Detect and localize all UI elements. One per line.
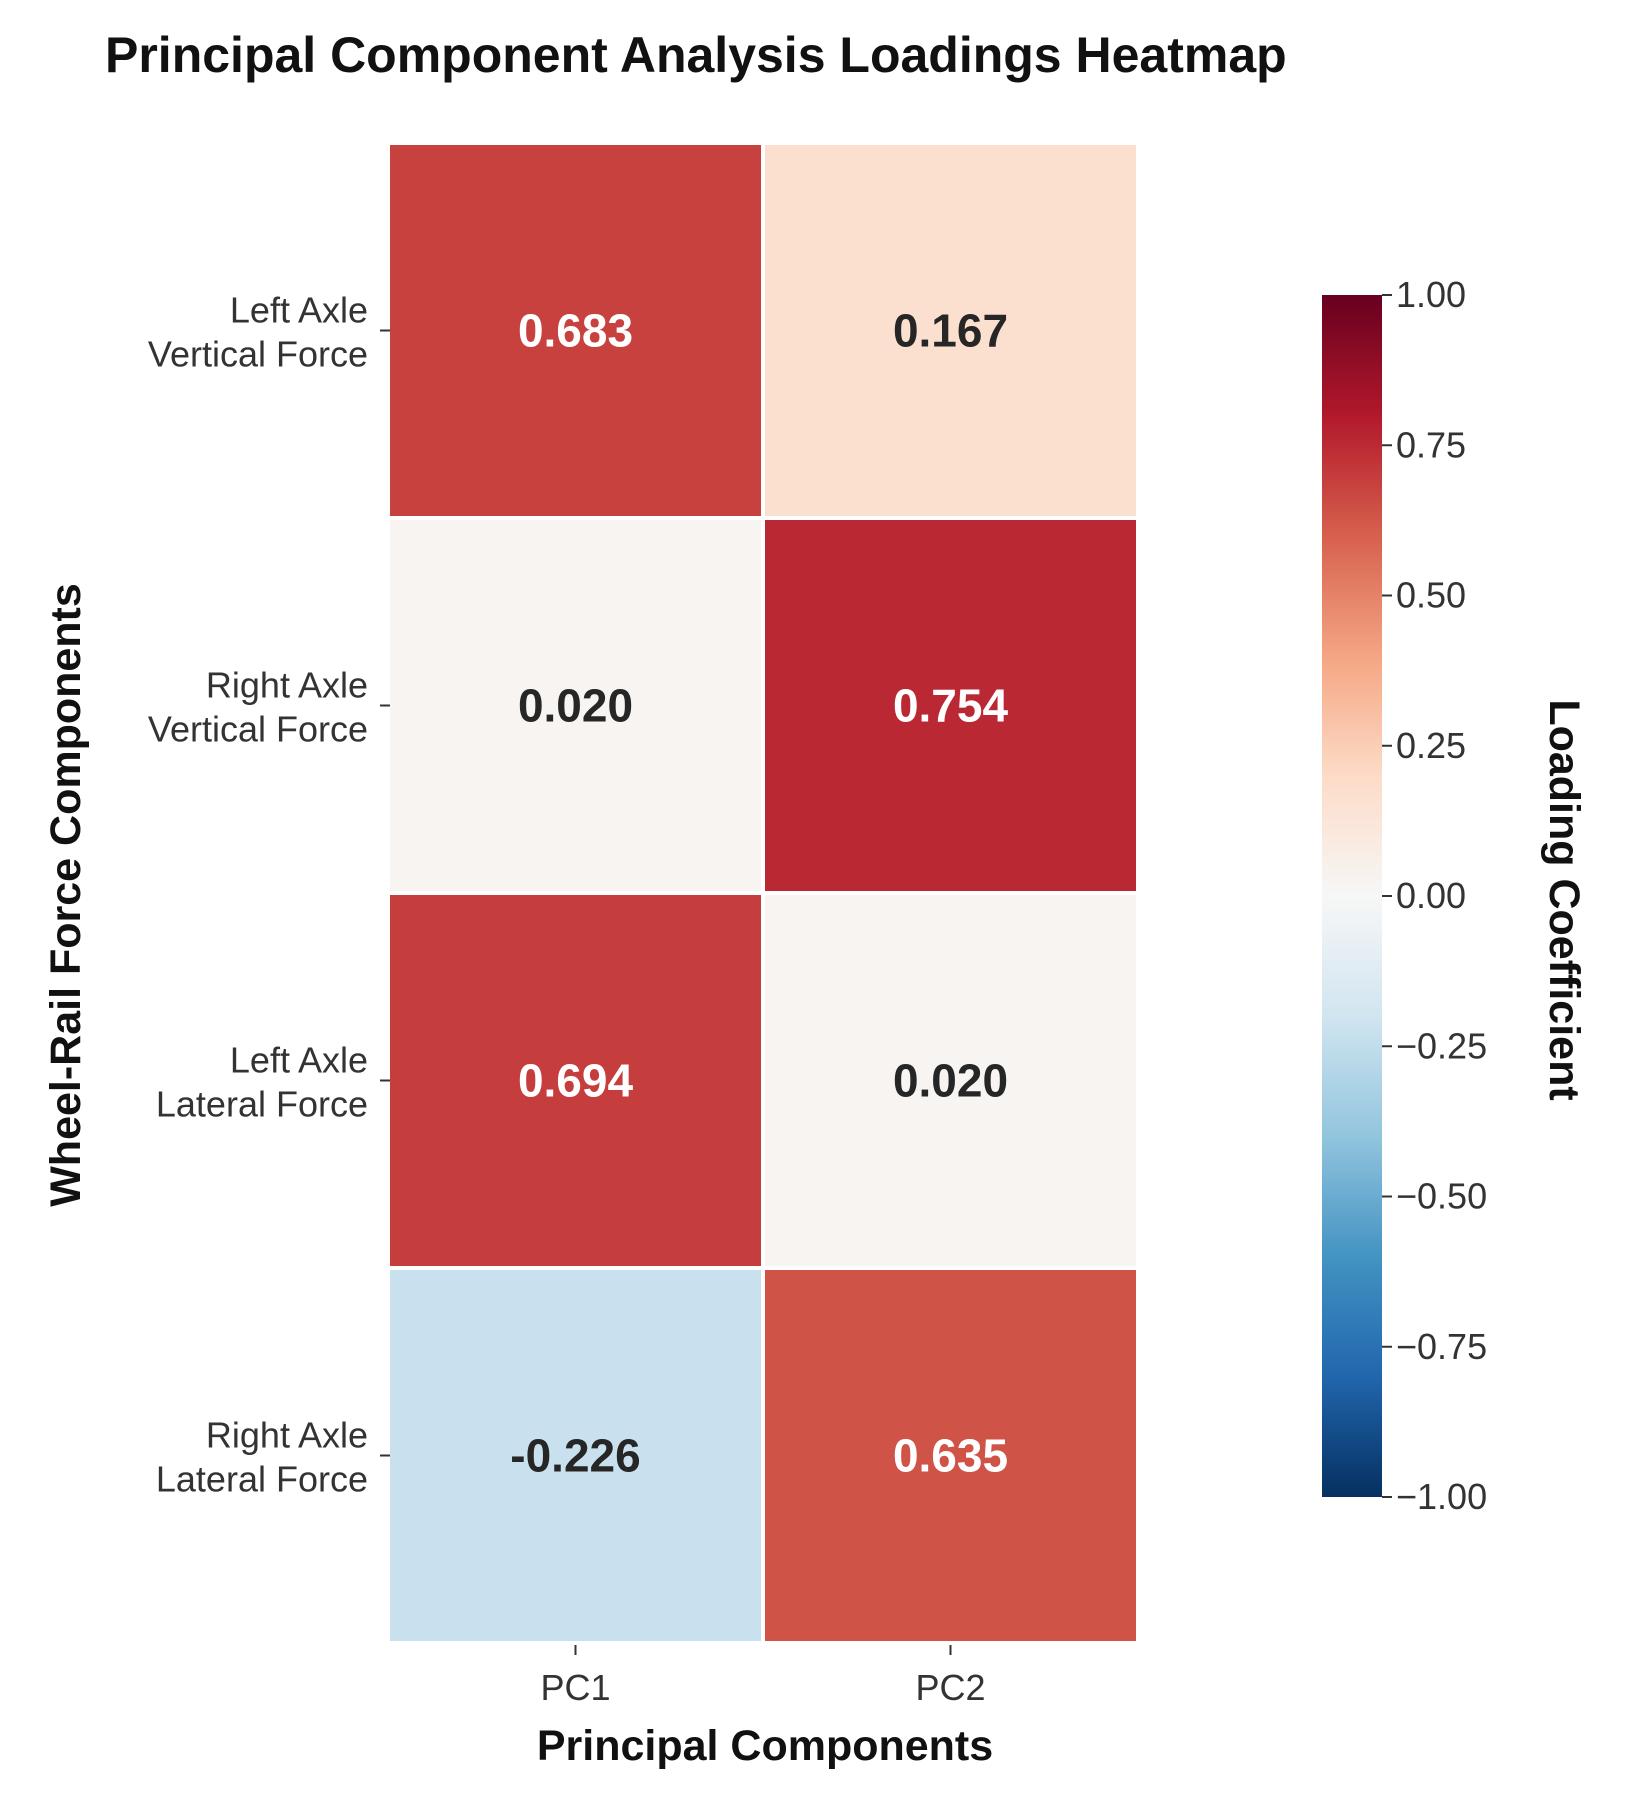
x-axis-title: Principal Components xyxy=(537,1722,993,1770)
colorbar-tick-label: 1.00 xyxy=(1396,274,1466,315)
cell-value-label: 0.020 xyxy=(893,1055,1008,1107)
heatmap-cell xyxy=(390,520,761,891)
heatmap-cell xyxy=(765,895,1136,1266)
cell-value-label: -0.226 xyxy=(510,1430,640,1482)
heatmap-cell xyxy=(390,145,761,516)
colorbar-ticks: 1.00 0.75 0.50 0.25 0.00 −0.25 −0.50 −0.75 −1.00 xyxy=(1382,274,1487,1517)
heatmap-cell xyxy=(390,895,761,1266)
x-tick-label: PC1 xyxy=(540,1667,610,1708)
y-axis-ticks: Left Axle Vertical Force Right Axle Vertica… xyxy=(148,290,390,1500)
colorbar xyxy=(1322,295,1382,1497)
colorbar-tick-label: 0.75 xyxy=(1396,424,1466,465)
y-tick-label: Left Axle Lateral Force xyxy=(156,1040,368,1125)
x-tick-label: PC2 xyxy=(915,1667,985,1708)
x-axis-ticks: PC1 PC2 xyxy=(540,1645,986,1708)
colorbar-tick-label: −0.75 xyxy=(1396,1326,1487,1367)
colorbar-tick-label: −0.25 xyxy=(1396,1025,1487,1066)
y-tick-label: Left Axle Vertical Force xyxy=(148,290,368,375)
cell-value-label: 0.754 xyxy=(893,680,1009,732)
colorbar-tick-label: −1.00 xyxy=(1396,1476,1487,1517)
heatmap-cell xyxy=(765,520,1136,891)
chart-title: Principal Component Analysis Loadings He… xyxy=(105,27,1287,83)
colorbar-tick-label: 0.50 xyxy=(1396,575,1466,616)
heatmap-cell-labels: 0.683 0.167 0.020 0.754 0.694 0.020 -0.226 0.63… xyxy=(510,305,1008,1482)
cell-value-label: 0.635 xyxy=(893,1430,1008,1482)
colorbar-tick-label: 0.25 xyxy=(1396,725,1466,766)
y-tick-label: Right Axle Lateral Force xyxy=(156,1415,368,1500)
heatmap-cell xyxy=(390,1270,761,1641)
heatmap-cell xyxy=(765,1270,1136,1641)
cell-value-label: 0.694 xyxy=(518,1055,634,1107)
cell-value-label: 0.020 xyxy=(518,680,633,732)
cell-value-label: 0.167 xyxy=(893,305,1008,357)
heatmap-cell xyxy=(765,145,1136,516)
cell-value-label: 0.683 xyxy=(518,305,633,357)
y-axis-title: Wheel-Rail Force Components xyxy=(42,583,90,1207)
colorbar-tick-label: 0.00 xyxy=(1396,875,1466,916)
colorbar-tick-label: −0.50 xyxy=(1396,1176,1487,1217)
y-tick-label: Right Axle Vertical Force xyxy=(148,665,368,750)
heatmap-cells xyxy=(390,145,1136,1641)
colorbar-label: Loading Coefficient xyxy=(1540,699,1588,1100)
